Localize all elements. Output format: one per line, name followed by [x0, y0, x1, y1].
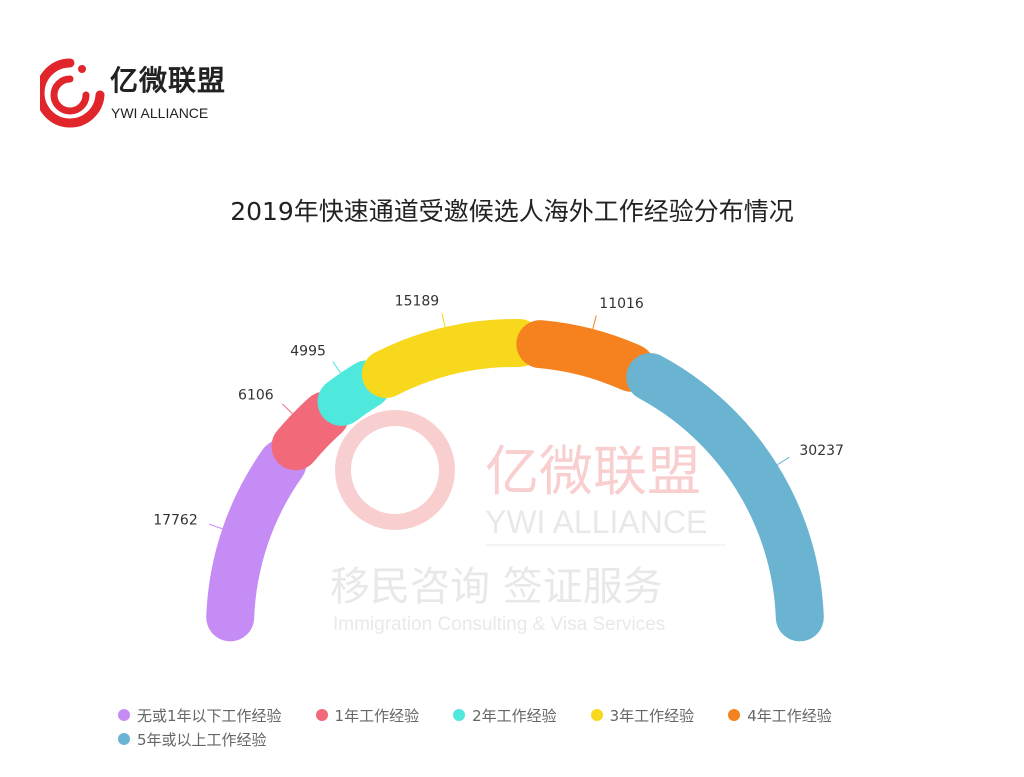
- legend-item[interactable]: 4年工作经验: [728, 703, 832, 727]
- data-label: 4995: [290, 343, 326, 359]
- watermark-slogan-en: Immigration Consulting & Visa Services: [333, 614, 665, 635]
- legend-item[interactable]: 5年或以上工作经验: [118, 727, 267, 751]
- watermark-cn: 亿微联盟: [485, 440, 701, 503]
- legend-dot-icon: [315, 709, 328, 721]
- label-leader-line: [441, 313, 446, 328]
- data-label: 11016: [599, 296, 644, 312]
- arc-segment[interactable]: [626, 353, 824, 642]
- watermark-en: YWI ALLIANCE: [485, 504, 707, 540]
- logo: 亿微联盟 YWI ALLIANCE: [35, 55, 240, 135]
- data-label: 17762: [153, 512, 198, 528]
- logo-text-cn: 亿微联盟: [110, 64, 227, 97]
- legend-label: 4年工作经验: [747, 706, 832, 725]
- label-leader-line: [777, 456, 790, 466]
- legend-item[interactable]: 3年工作经验: [590, 703, 695, 727]
- legend: 无或1年以下工作经验 1年工作经验 2年工作经验 3年工作经验 4年工作经验 5年或以上工…: [118, 703, 938, 751]
- data-label: 6106: [238, 388, 274, 404]
- legend-dot-icon: [453, 709, 466, 721]
- label-leader-line: [592, 315, 597, 330]
- legend-label: 3年工作经验: [609, 706, 695, 725]
- arc-segment[interactable]: [516, 320, 656, 392]
- data-label: 30237: [799, 443, 844, 459]
- logo-icon: [35, 58, 105, 128]
- legend-label: 2年工作经验: [472, 706, 557, 725]
- legend-dot-icon: [728, 709, 741, 721]
- legend-label: 无或1年以下工作经验: [137, 706, 282, 725]
- label-leader-line: [208, 523, 223, 530]
- legend-dot-icon: [118, 709, 130, 721]
- legend-dot-icon: [590, 709, 603, 721]
- label-leader-line: [281, 403, 293, 415]
- logo-text-en: YWI ALLIANCE: [111, 105, 209, 121]
- legend-item[interactable]: 2年工作经验: [453, 703, 557, 727]
- legend-item[interactable]: 无或1年以下工作经验: [118, 703, 282, 727]
- arc-segment[interactable]: [361, 319, 544, 398]
- arc-segment[interactable]: [271, 391, 350, 471]
- watermark: 亿微联盟 YWI ALLIANCE 移民咨询 签证服务 Immigration …: [330, 410, 725, 635]
- arc-segment[interactable]: [317, 360, 392, 426]
- legend-label: 5年或以上工作经验: [137, 730, 267, 749]
- label-leader-line: [332, 361, 341, 374]
- legend-dot-icon: [118, 733, 130, 745]
- data-label: 15189: [395, 294, 440, 310]
- arc-segment[interactable]: [206, 439, 307, 642]
- chart-title: 2019年快速通道受邀候选人海外工作经验分布情况: [230, 197, 794, 226]
- legend-label: 1年工作经验: [334, 706, 420, 725]
- watermark-logo-icon: [335, 410, 455, 530]
- watermark-slogan: 移民咨询 签证服务: [330, 564, 663, 610]
- legend-item[interactable]: 1年工作经验: [315, 703, 420, 727]
